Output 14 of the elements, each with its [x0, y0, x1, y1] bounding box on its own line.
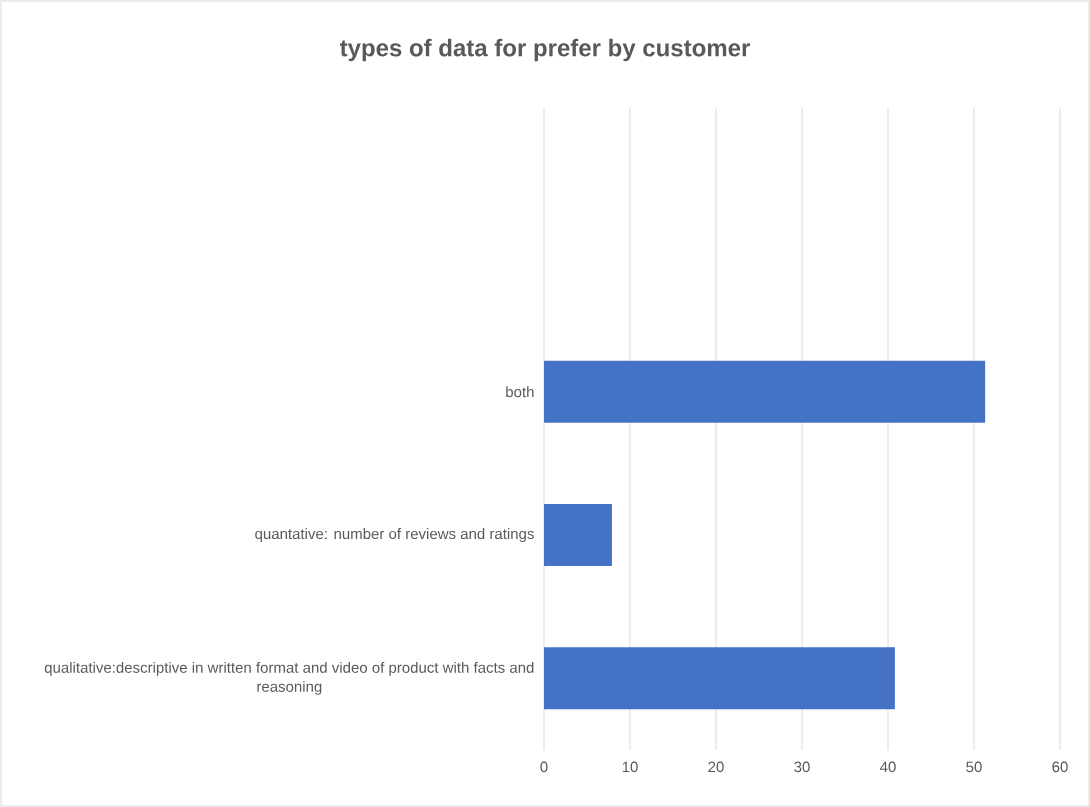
bar [544, 360, 986, 423]
x-tick-label: 30 [794, 761, 810, 773]
y-tick-label: qualitative:descriptive in written format and video of product with facts and reasoning [44, 661, 534, 695]
x-tick-label: 50 [966, 761, 982, 773]
y-tick-label: quantative: number of reviews and ratings [255, 528, 534, 543]
x-tick-label: 0 [540, 761, 548, 773]
x-tick-label: 60 [1052, 761, 1068, 773]
x-tick-label: 10 [622, 761, 638, 773]
chart-title: types of data for prefer by customer [339, 38, 750, 62]
y-tick-label: both [506, 386, 534, 398]
x-tick-label: 20 [708, 761, 724, 773]
x-tick-label: 40 [880, 761, 896, 773]
bar [544, 504, 612, 567]
bar [544, 647, 895, 710]
